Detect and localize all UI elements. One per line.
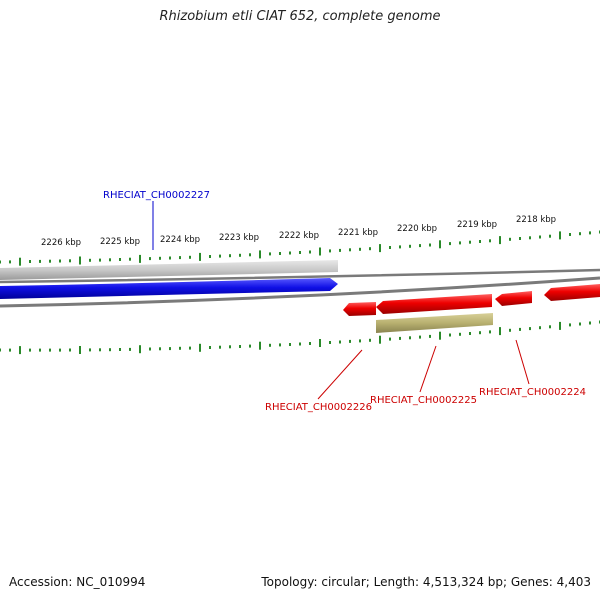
genome-summary-text: Topology: circular; Length: 4,513,324 bp… <box>261 575 591 589</box>
upper-scale-ticks <box>0 230 600 266</box>
gene-rheciat-ch0002227[interactable] <box>0 278 338 299</box>
scale-label-2222: 2222 kbp <box>279 231 319 241</box>
gene-label-rheciat-ch0002227: RHECIAT_CH0002227 <box>103 190 210 201</box>
lower-scale-ticks <box>0 320 600 355</box>
scale-label-2218: 2218 kbp <box>516 215 556 225</box>
gene-rheciat-ch0002225[interactable] <box>376 294 492 314</box>
gene-partial-right[interactable] <box>544 284 600 301</box>
genome-backbone-upper <box>0 268 600 284</box>
genome-backbone-lower <box>0 276 600 308</box>
scale-label-2223: 2223 kbp <box>219 233 259 243</box>
gene-rheciat-ch0002224[interactable] <box>495 291 532 306</box>
gene-rheciat-ch0002226[interactable] <box>343 302 376 316</box>
scale-labels: 2226 kbp 2225 kbp 2224 kbp 2223 kbp 2222… <box>41 215 556 248</box>
gene-label-rheciat-ch0002225: RHECIAT_CH0002225 <box>370 395 477 406</box>
scale-label-2221: 2221 kbp <box>338 228 378 238</box>
scale-label-2224: 2224 kbp <box>160 235 200 245</box>
feature-band <box>376 313 493 333</box>
leader-rheciat-ch0002225 <box>419 345 437 393</box>
leader-rheciat-ch0002224 <box>515 339 530 385</box>
leader-rheciat-ch0002226 <box>317 349 363 400</box>
gene-label-rheciat-ch0002224: RHECIAT_CH0002224 <box>479 387 586 398</box>
gene-label-rheciat-ch0002226: RHECIAT_CH0002226 <box>265 402 372 413</box>
forward-gene-shadow <box>0 260 338 280</box>
genome-title: Rhizobium etli CIAT 652, complete genome <box>159 9 441 24</box>
scale-label-2226: 2226 kbp <box>41 238 81 248</box>
accession-text: Accession: NC_010994 <box>9 575 146 589</box>
scale-label-2219: 2219 kbp <box>457 220 497 230</box>
scale-label-2220: 2220 kbp <box>397 224 437 234</box>
scale-label-2225: 2225 kbp <box>100 237 140 247</box>
